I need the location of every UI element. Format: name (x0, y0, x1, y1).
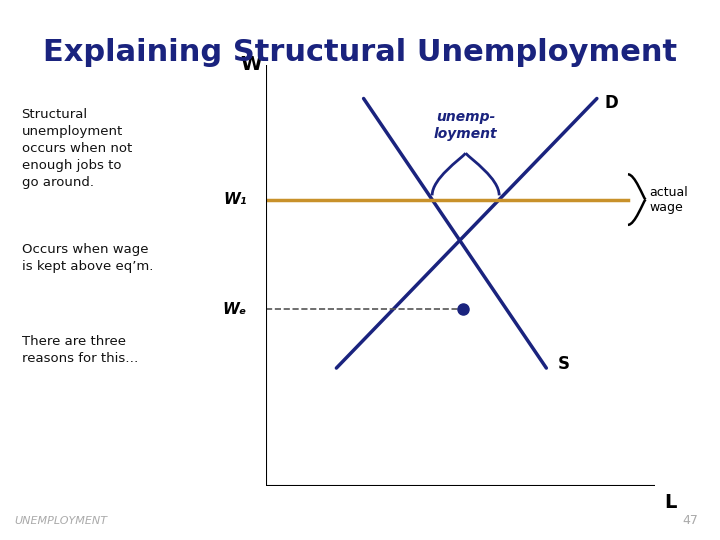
Text: W: W (240, 55, 261, 75)
Text: S: S (558, 355, 570, 373)
Text: Structural
unemployment
occurs when not
enough jobs to
go around.: Structural unemployment occurs when not … (22, 108, 132, 189)
Text: Wₑ: Wₑ (222, 302, 247, 316)
Text: L: L (665, 494, 677, 512)
Text: UNEMPLOYMENT: UNEMPLOYMENT (14, 516, 107, 526)
Text: Explaining Structural Unemployment: Explaining Structural Unemployment (43, 38, 677, 67)
Text: Occurs when wage
is kept above eq’m.: Occurs when wage is kept above eq’m. (22, 243, 153, 273)
Text: 47: 47 (683, 514, 698, 526)
Text: W₁: W₁ (223, 192, 247, 207)
Text: unemp-
loyment: unemp- loyment (434, 110, 498, 140)
Text: actual
wage: actual wage (649, 186, 688, 214)
Text: There are three
reasons for this…: There are three reasons for this… (22, 335, 138, 365)
Text: D: D (605, 94, 618, 112)
